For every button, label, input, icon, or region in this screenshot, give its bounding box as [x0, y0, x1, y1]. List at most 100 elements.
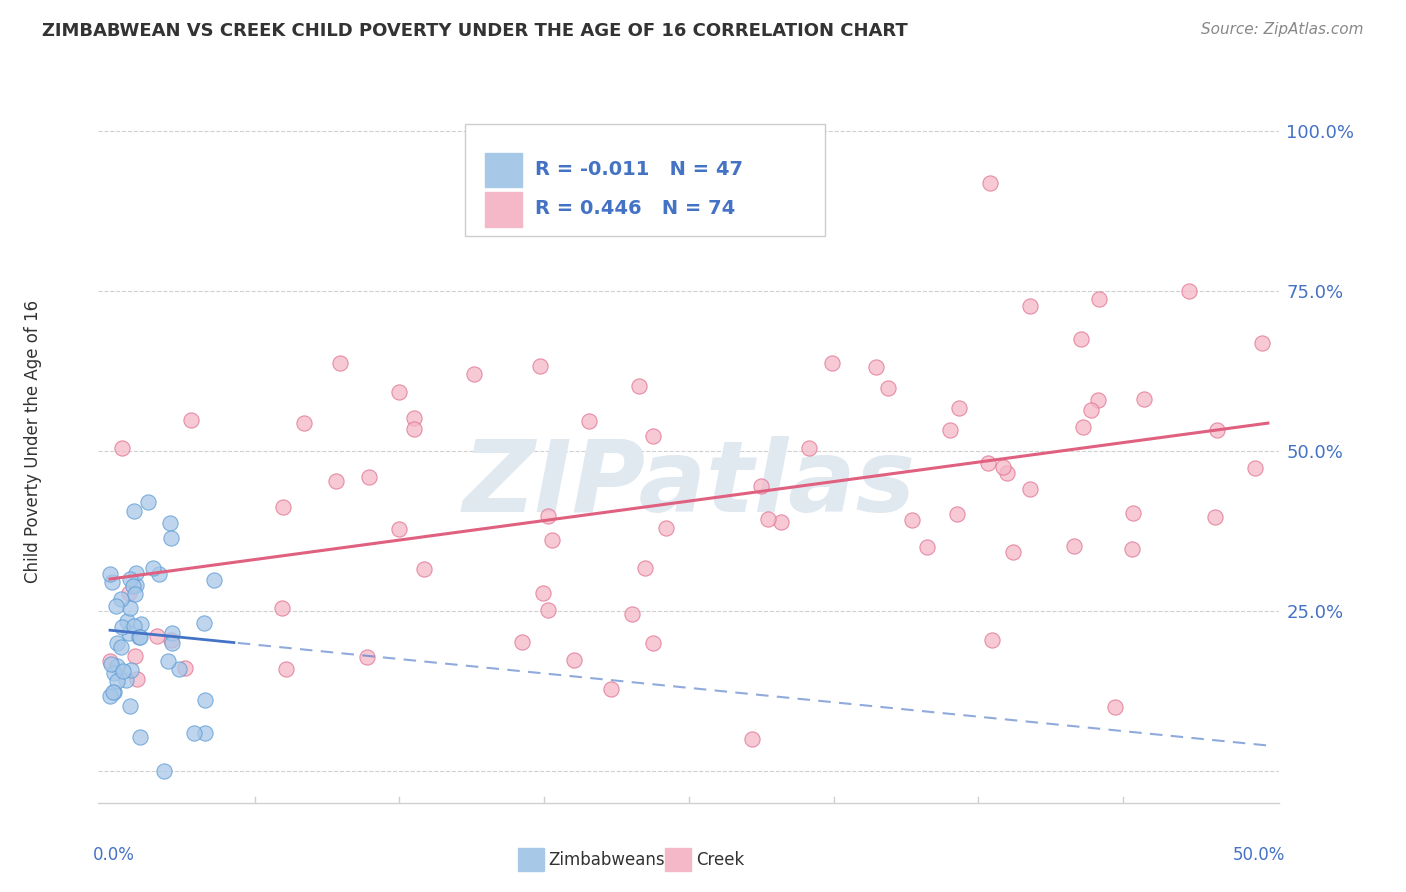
Point — [160, 636, 183, 650]
Point — [329, 356, 352, 370]
Point — [128, 631, 150, 645]
Point — [1087, 392, 1109, 407]
Text: R = -0.011   N = 47: R = -0.011 N = 47 — [536, 160, 744, 178]
Point — [111, 441, 134, 455]
Point — [194, 726, 217, 740]
Point — [142, 561, 165, 575]
Point — [146, 629, 169, 643]
Text: Source: ZipAtlas.com: Source: ZipAtlas.com — [1201, 22, 1364, 37]
Point — [463, 367, 485, 381]
Point — [103, 684, 125, 698]
Point — [1088, 292, 1111, 306]
Point — [901, 513, 924, 527]
Point — [1104, 700, 1126, 714]
Point — [118, 586, 141, 600]
Point — [111, 664, 134, 678]
Point — [769, 515, 792, 529]
Point — [118, 699, 141, 714]
Point — [127, 672, 149, 686]
Point — [1204, 509, 1226, 524]
Point — [1133, 392, 1156, 406]
Point — [194, 693, 217, 707]
Bar — [485, 153, 523, 187]
Point — [413, 562, 436, 576]
Point — [1251, 336, 1274, 351]
Point — [1121, 542, 1143, 557]
Bar — [517, 848, 544, 871]
Point — [1019, 299, 1042, 313]
Point — [357, 470, 380, 484]
Point — [627, 378, 650, 392]
Text: Zimbabweans: Zimbabweans — [548, 851, 665, 869]
Point — [939, 423, 962, 437]
Point — [1001, 545, 1024, 559]
Point — [100, 657, 122, 672]
Point — [1244, 461, 1267, 475]
Point — [129, 616, 152, 631]
Point — [122, 618, 145, 632]
Text: 50.0%: 50.0% — [1233, 847, 1285, 864]
Point — [1070, 332, 1092, 346]
Point — [173, 661, 195, 675]
Point — [124, 577, 146, 591]
Point — [129, 730, 152, 744]
Point — [105, 658, 128, 673]
Point — [876, 381, 898, 395]
Point — [98, 689, 121, 703]
Point — [124, 648, 146, 663]
Point — [122, 504, 145, 518]
Point — [167, 662, 190, 676]
Point — [105, 599, 128, 614]
Point — [402, 410, 425, 425]
Text: R = 0.446   N = 74: R = 0.446 N = 74 — [536, 200, 735, 219]
Point — [510, 635, 533, 649]
Point — [529, 359, 551, 373]
Point — [741, 731, 763, 746]
Point — [160, 531, 183, 545]
Point — [751, 479, 773, 493]
Point — [183, 726, 205, 740]
Text: Creek: Creek — [696, 851, 744, 869]
Point — [865, 360, 887, 375]
Point — [1073, 420, 1095, 434]
Point — [621, 607, 644, 622]
Point — [105, 636, 128, 650]
Point — [159, 632, 181, 647]
Point — [98, 654, 121, 668]
Point — [271, 601, 294, 615]
Point — [388, 522, 411, 536]
Point — [995, 466, 1018, 480]
Point — [1205, 423, 1227, 437]
Point — [915, 540, 938, 554]
Point — [599, 682, 621, 697]
Point — [115, 614, 138, 628]
Point — [356, 650, 378, 665]
Point — [643, 636, 665, 650]
Point — [537, 508, 560, 523]
Point — [110, 640, 132, 654]
Point — [111, 620, 134, 634]
Text: Child Poverty Under the Age of 16: Child Poverty Under the Age of 16 — [24, 300, 42, 583]
Point — [124, 587, 146, 601]
Point — [1080, 403, 1102, 417]
Point — [1063, 539, 1085, 553]
Point — [160, 625, 183, 640]
Bar — [665, 848, 692, 871]
Point — [118, 572, 141, 586]
Point — [977, 456, 1000, 470]
Point — [799, 441, 821, 455]
Bar — [485, 193, 523, 227]
Text: ZIMBABWEAN VS CREEK CHILD POVERTY UNDER THE AGE OF 16 CORRELATION CHART: ZIMBABWEAN VS CREEK CHILD POVERTY UNDER … — [42, 22, 908, 40]
Point — [821, 356, 844, 370]
Point — [114, 673, 136, 687]
Point — [948, 401, 970, 416]
Point — [1178, 285, 1201, 299]
Point — [292, 416, 315, 430]
Point — [276, 662, 298, 676]
Point — [562, 653, 585, 667]
Point — [271, 500, 294, 514]
Point — [981, 632, 1004, 647]
Point — [387, 385, 409, 400]
Point — [159, 516, 181, 531]
Point — [105, 673, 128, 688]
